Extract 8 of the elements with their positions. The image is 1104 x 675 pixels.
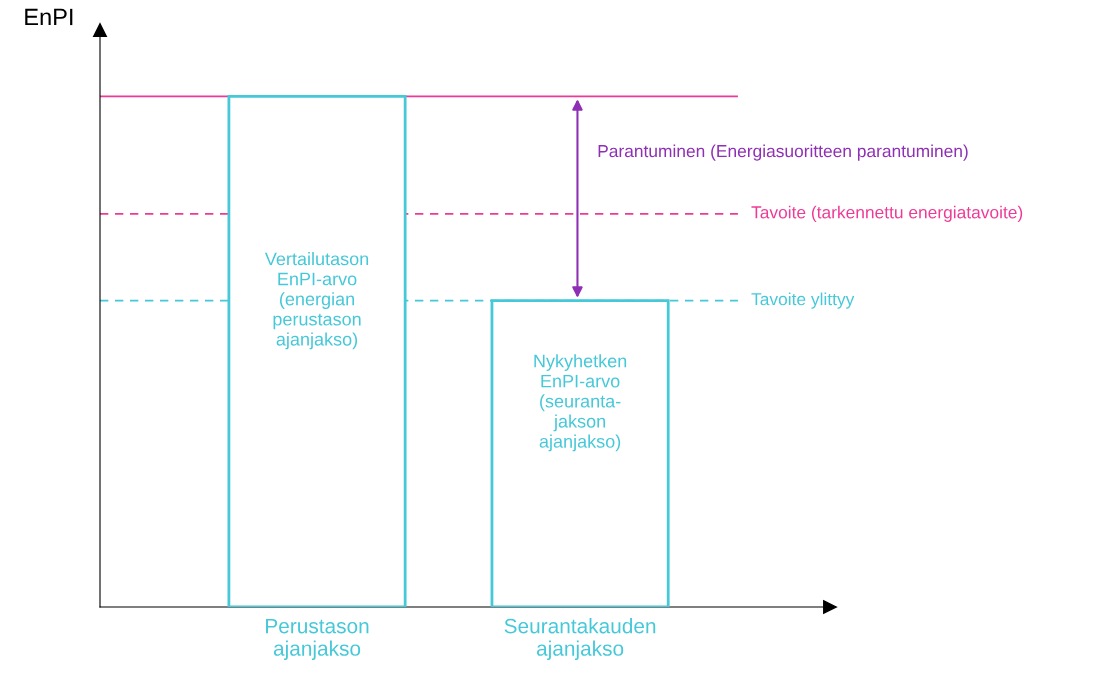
ref-line-label: Tavoite ylittyy <box>751 292 855 309</box>
annotation: Parantuminen (Energiasuoritteen parantuminen) <box>598 144 968 161</box>
ref-line-label: Tavoite (tarkennettu energiatavoite) <box>751 205 1023 222</box>
annotation: Nykyhetken EnPI-arvo (seuranta- jakson ajanjakso) <box>534 354 627 452</box>
x-tick-label: Perustason ajanjakso <box>266 618 369 660</box>
y-axis-title: EnPI <box>25 8 73 26</box>
x-tick-label: Seurantakauden ajanjakso <box>504 618 656 660</box>
annotation: Vertailutason EnPI-arvo (energian perustason ajanjakso) <box>264 252 369 350</box>
